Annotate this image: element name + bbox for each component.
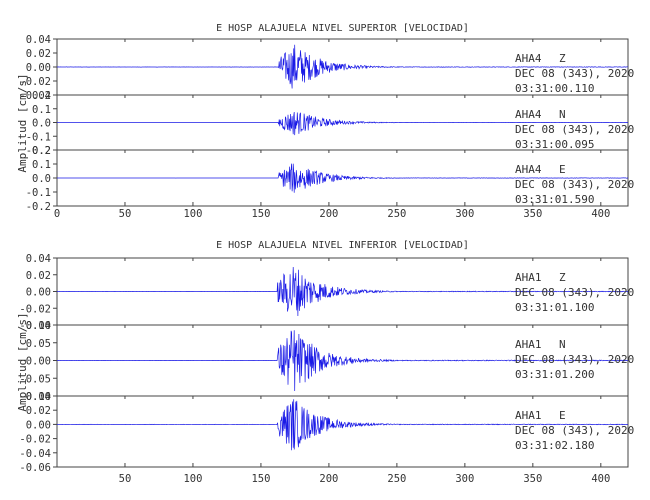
x-tick-label: 150: [251, 208, 270, 220]
time-label: 03:31:01.200: [515, 368, 594, 381]
waveform-trace: [56, 266, 629, 317]
x-tick-label: 150: [251, 473, 270, 485]
chart-title: E HOSP ALAJUELA NIVEL SUPERIOR [VELOCIDA…: [216, 23, 469, 34]
y-tick-label: 0.04: [26, 253, 51, 265]
y-tick-label: -0.04: [19, 90, 51, 102]
date-label: DEC 08 (343), 2020: [515, 286, 634, 299]
y-tick-label: 0.2: [32, 90, 51, 102]
x-tick-label: 300: [455, 208, 474, 220]
time-label: 03:31:01.100: [515, 301, 594, 314]
x-tick-label: 400: [591, 473, 610, 485]
y-axis-label: Amplitud [cm/s]: [16, 73, 29, 172]
y-tick-label: -0.2: [26, 201, 51, 213]
x-tick-label: 350: [523, 208, 542, 220]
y-tick-label: -0.02: [19, 303, 51, 315]
y-tick-label: 0.00: [26, 419, 51, 431]
waveform-trace: [56, 330, 628, 392]
time-label: 03:31:02.180: [515, 439, 594, 452]
y-tick-label: 0.05: [26, 338, 51, 350]
component-label: E: [559, 163, 566, 176]
x-tick-label: 250: [387, 473, 406, 485]
waveform-trace: [57, 44, 629, 89]
time-label: 03:31:00.095: [515, 138, 594, 151]
y-tick-label: 0.2: [32, 145, 51, 157]
component-label: N: [559, 338, 566, 351]
y-tick-label: -0.06: [19, 462, 51, 474]
date-label: DEC 08 (343), 2020: [515, 123, 634, 136]
date-label: DEC 08 (343), 2020: [515, 424, 634, 437]
x-tick-label: 100: [183, 208, 202, 220]
y-tick-label: 0.02: [26, 48, 51, 60]
component-label: N: [559, 108, 566, 121]
y-tick-label: 0.10: [26, 320, 51, 332]
time-label: 03:31:00.110: [515, 82, 594, 95]
y-tick-label: -0.02: [19, 76, 51, 88]
y-tick-label: -0.04: [19, 448, 51, 460]
date-label: DEC 08 (343), 2020: [515, 353, 634, 366]
x-tick-label: 100: [183, 473, 202, 485]
time-label: 03:31:01.590: [515, 193, 594, 206]
x-tick-label: 50: [119, 208, 132, 220]
component-label: Z: [559, 271, 566, 284]
station-label: AHA4: [515, 108, 542, 121]
x-tick-label: 200: [319, 473, 338, 485]
y-tick-label: 0.0: [32, 173, 51, 185]
chart-title: E HOSP ALAJUELA NIVEL INFERIOR [VELOCIDA…: [216, 240, 469, 251]
y-tick-label: -0.2: [26, 145, 51, 157]
y-tick-label: 0.00: [26, 62, 51, 74]
y-tick-label: -0.1: [26, 131, 51, 143]
station-label: AHA1: [515, 338, 542, 351]
y-tick-label: -0.1: [26, 187, 51, 199]
y-tick-label: 0.0: [32, 118, 51, 130]
y-tick-label: -0.10: [19, 391, 51, 403]
x-tick-label: 300: [455, 473, 474, 485]
y-tick-label: -0.04: [19, 320, 51, 332]
x-tick-label: 250: [387, 208, 406, 220]
y-tick-label: 0.04: [26, 34, 51, 46]
waveform-trace: [57, 163, 628, 193]
y-tick-label: 0.00: [26, 287, 51, 299]
panel-frame: [56, 395, 629, 468]
waveform-trace: [57, 111, 629, 136]
y-tick-label: 0.02: [26, 405, 51, 417]
y-tick-label: 0.1: [32, 159, 51, 171]
x-tick-label: 350: [523, 473, 542, 485]
x-tick-label: 200: [319, 208, 338, 220]
station-label: AHA1: [515, 271, 542, 284]
y-tick-label: 0.02: [26, 270, 51, 282]
date-label: DEC 08 (343), 2020: [515, 178, 634, 191]
y-axis-label: Amplitud [cm/s]: [16, 312, 29, 411]
component-label: Z: [559, 52, 566, 65]
y-tick-label: 0.00: [26, 356, 51, 368]
x-tick-label: 0: [54, 208, 60, 220]
y-tick-label: -0.05: [19, 373, 51, 385]
station-label: AHA4: [515, 52, 542, 65]
station-label: AHA4: [515, 163, 542, 176]
waveform-trace: [56, 399, 628, 451]
y-tick-label: 0.04: [26, 391, 51, 403]
component-label: E: [559, 409, 566, 422]
station-label: AHA1: [515, 409, 542, 422]
x-tick-label: 50: [119, 473, 132, 485]
y-tick-label: 0.1: [32, 104, 51, 116]
y-tick-label: -0.02: [19, 434, 51, 446]
date-label: DEC 08 (343), 2020: [515, 67, 634, 80]
x-tick-label: 400: [591, 208, 610, 220]
